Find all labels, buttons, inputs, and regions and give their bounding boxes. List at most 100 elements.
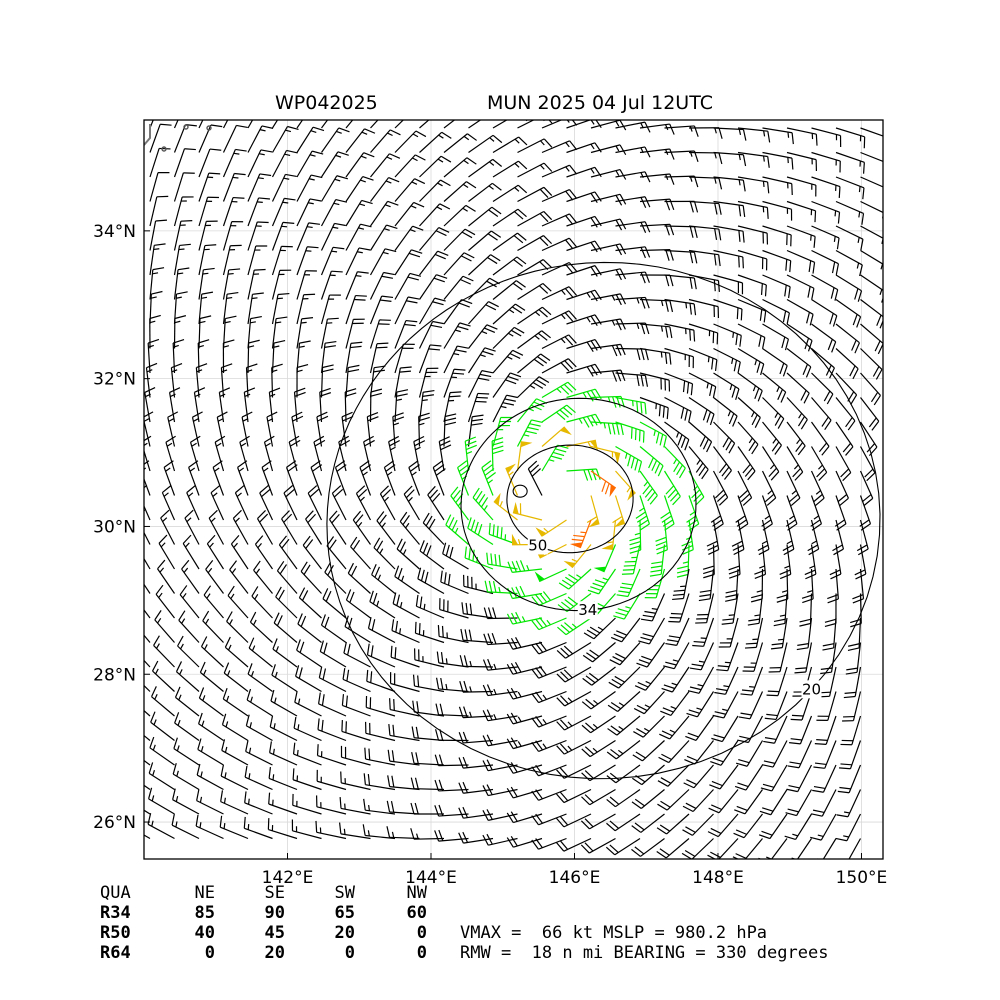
wind-barb <box>295 665 322 693</box>
wind-barb <box>710 495 724 531</box>
wind-barb <box>158 534 176 570</box>
wind-barb <box>659 715 690 740</box>
wind-barb <box>531 665 567 679</box>
wind-barb <box>345 176 374 202</box>
wind-barb <box>681 519 694 555</box>
wind-barb <box>843 666 862 699</box>
wind-barb <box>761 446 780 481</box>
wind-barb <box>196 763 224 791</box>
wind-barb <box>590 369 626 382</box>
wind-barb <box>713 298 743 321</box>
wind-barb <box>860 348 883 380</box>
wind-barb <box>173 737 200 766</box>
wind-barb <box>458 731 494 744</box>
wind-barb <box>198 712 224 741</box>
wind-barb <box>434 779 469 792</box>
wind-barb <box>762 274 791 299</box>
wind-barb <box>786 200 817 223</box>
wind-barb <box>688 127 723 139</box>
wind-barb <box>605 837 641 856</box>
wind-barb <box>226 611 249 643</box>
wind-barb <box>144 387 156 423</box>
wind-barb <box>556 764 592 779</box>
lon-tick-label: 148°E <box>692 868 744 888</box>
wind-barb <box>685 715 714 741</box>
wind-barb <box>269 715 298 742</box>
wind-barb <box>744 617 764 649</box>
wind-barb <box>221 739 249 766</box>
wind-barb <box>173 291 188 325</box>
wind-barb <box>811 789 837 817</box>
wind-barb <box>664 175 699 188</box>
wind-barb <box>212 460 225 496</box>
wind-barb <box>517 376 550 398</box>
wind-barb <box>682 813 714 836</box>
wind-barb <box>762 298 790 325</box>
wind-barb <box>590 218 627 231</box>
wind-barb <box>331 485 347 521</box>
wind-barb <box>482 784 518 797</box>
wind-barb <box>737 372 763 402</box>
wind-barb <box>293 387 306 423</box>
storm-info-title: MUN 2025 04 Jul 12UTC <box>487 92 713 114</box>
wind-barb <box>410 828 445 840</box>
wind-barb <box>245 714 273 742</box>
wind-barb <box>556 788 592 804</box>
wind-barb <box>737 347 765 376</box>
wind-barb <box>492 160 528 178</box>
wind-barb <box>492 326 525 349</box>
wind-barb <box>338 822 371 840</box>
wind-barb <box>208 509 225 545</box>
wind-barb <box>590 445 621 465</box>
wind-barb <box>271 339 286 374</box>
wind-barb <box>345 247 371 276</box>
wind-barb <box>394 389 409 423</box>
wind-barb <box>847 617 862 652</box>
lat-tick-label: 26°N <box>93 813 136 833</box>
wind-barb <box>196 789 224 815</box>
wind-barb <box>517 235 553 252</box>
island <box>183 124 189 130</box>
wind-barb <box>541 444 569 472</box>
wind-barb <box>566 215 602 228</box>
wind-barb <box>218 387 231 423</box>
wind-barb <box>759 789 788 816</box>
wind-barb <box>399 511 420 545</box>
wind-barb <box>610 617 641 643</box>
wind-barb <box>632 740 665 762</box>
wind-barb <box>816 691 837 721</box>
wind-barb <box>435 677 469 693</box>
wind-barb <box>184 509 200 545</box>
wind-barb <box>483 607 518 620</box>
wind-barb <box>639 173 675 185</box>
wind-barb <box>541 237 578 252</box>
wind-barb <box>639 421 667 448</box>
wind-barb <box>144 734 151 741</box>
wind-barb <box>639 470 658 505</box>
wind-barb <box>172 338 185 374</box>
wind-barb <box>291 819 322 840</box>
wind-barb <box>343 641 371 668</box>
wind-barb <box>742 642 764 672</box>
wind-barb <box>569 519 592 549</box>
wind-barb <box>733 813 763 839</box>
wind-barb <box>369 319 391 349</box>
wind-barb <box>468 182 502 202</box>
wind-barb <box>566 191 602 204</box>
wind-barb <box>468 134 503 153</box>
wind-barb <box>396 538 420 570</box>
wind-barb <box>370 177 400 202</box>
wind-barb <box>635 495 650 531</box>
wind-barb <box>373 537 396 570</box>
wind-barb <box>713 446 732 480</box>
wind-barb <box>713 200 746 217</box>
wind-barb <box>364 747 396 766</box>
wind-barb <box>684 740 714 765</box>
wind-barb <box>419 250 449 276</box>
wind-barb <box>394 120 405 129</box>
wind-barb <box>222 148 247 178</box>
wind-barb <box>472 487 494 521</box>
wind-barb <box>583 617 616 640</box>
wind-barb <box>394 178 426 202</box>
wind-barb <box>737 127 771 143</box>
